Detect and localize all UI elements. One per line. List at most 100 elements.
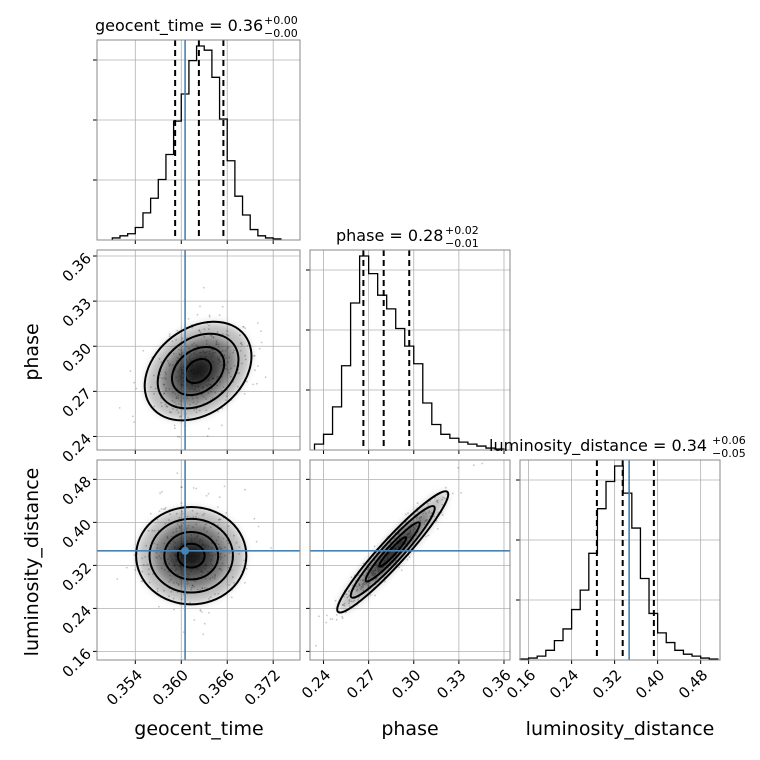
scatter-geocent-time-vs-phase-contour-3 bbox=[184, 358, 213, 385]
scatter-phase-vs-luminosity-distance-sample-point bbox=[408, 556, 411, 558]
scatter-geocent-time-vs-luminosity-distance-sample-point bbox=[207, 492, 210, 495]
scatter-geocent-time-vs-phase-sample-point bbox=[264, 376, 267, 379]
hist-luminosity-distance-xtick-label-1: 0.24 bbox=[546, 666, 582, 702]
scatter-phase-vs-luminosity-distance-sample-point bbox=[405, 513, 407, 516]
scatter-phase-vs-luminosity-distance-sample-point bbox=[326, 614, 328, 617]
xlabel-phase: phase bbox=[381, 718, 438, 740]
panel-geo-phase-ytick-label-3: 0.33 bbox=[59, 294, 95, 330]
hist-phase-frame bbox=[309, 249, 511, 451]
scatter-geocent-time-vs-luminosity-distance-sample-point bbox=[223, 485, 226, 488]
scatter-geocent-time-vs-luminosity-distance-sample-point bbox=[203, 622, 206, 625]
title-luminosity-distance-sub: −0.05 bbox=[712, 447, 746, 460]
scatter-geocent-time-vs-phase-sample-point bbox=[208, 316, 211, 318]
panel-phase-lum-xtick-label-0: 0.24 bbox=[298, 666, 334, 702]
scatter-phase-vs-luminosity-distance-sample-point bbox=[373, 545, 376, 548]
scatter-geocent-time-vs-luminosity-distance-sample-point bbox=[180, 502, 183, 504]
scatter-geocent-time-vs-phase-sample-point bbox=[129, 370, 132, 372]
scatter-geocent-time-vs-phase-sample-point bbox=[207, 427, 210, 430]
title-luminosity-distance: luminosity_distance = 0.34 +0.06 −0.05 bbox=[489, 434, 746, 460]
title-geocent-time-sub: −0.00 bbox=[264, 27, 298, 40]
scatter-geocent-time-vs-phase-sample-point bbox=[206, 435, 209, 437]
scatter-geocent-time-vs-luminosity-distance-sample-point bbox=[192, 487, 195, 489]
scatter-geocent-time-vs-luminosity-distance-sample-point bbox=[244, 488, 246, 491]
scatter-geocent-time-vs-phase-sample-point bbox=[220, 424, 223, 427]
scatter-geocent-time-vs-luminosity-distance-sample-point bbox=[116, 578, 119, 580]
scatter-geocent-time-vs-phase-sample-point bbox=[132, 415, 134, 418]
scatter-phase-vs-luminosity-distance-sample-point bbox=[335, 614, 338, 616]
panel-geo-lum-ytick-label-1: 0.24 bbox=[59, 602, 95, 638]
title-phase: phase = 0.28 +0.02 −0.01 bbox=[336, 224, 479, 250]
scatter-geocent-time-vs-phase-sample-point bbox=[253, 354, 256, 357]
scatter-geocent-time-vs-luminosity-distance-sample-point bbox=[158, 510, 161, 512]
scatter-phase-vs-luminosity-distance-contour-1 bbox=[349, 505, 436, 599]
scatter-phase-vs-luminosity-distance-sample-point bbox=[406, 558, 409, 561]
scatter-geocent-time-vs-luminosity-distance-sample-point bbox=[225, 512, 228, 514]
scatter-geocent-time-vs-phase-sample-point bbox=[258, 347, 261, 350]
scatter-geocent-time-vs-phase-sample-point bbox=[196, 313, 199, 316]
scatter-phase-vs-luminosity-distance-sample-point bbox=[329, 618, 332, 620]
scatter-geocent-time-vs-luminosity-distance-sample-point bbox=[193, 619, 196, 621]
scatter-geocent-time-vs-phase-contour-1 bbox=[156, 332, 240, 410]
scatter-phase-vs-luminosity-distance-sample-point bbox=[325, 621, 328, 624]
scatter-phase-vs-luminosity-distance-sample-point bbox=[481, 462, 484, 465]
scatter-phase-vs-luminosity-distance-sample-point bbox=[334, 599, 337, 602]
scatter-geocent-time-vs-luminosity-distance-contour-0 bbox=[135, 505, 248, 606]
scatter-geocent-time-vs-luminosity-distance-truth-point bbox=[181, 546, 190, 555]
scatter-geocent-time-vs-phase-sample-point bbox=[242, 325, 245, 328]
hist-geocent-time-frame bbox=[96, 39, 301, 241]
scatter-geocent-time-vs-luminosity-distance-sample-point bbox=[253, 517, 256, 520]
panel-geo-lum-ytick-label-2: 0.32 bbox=[59, 559, 95, 595]
scatter-phase-vs-luminosity-distance-sample-point bbox=[400, 569, 403, 572]
title-luminosity-distance-sup: +0.06 bbox=[712, 434, 746, 447]
hist-luminosity-distance-xtick-label-2: 0.32 bbox=[589, 666, 625, 702]
scatter-geocent-time-vs-luminosity-distance-sample-point bbox=[158, 605, 160, 608]
title-phase-sub: −0.01 bbox=[445, 237, 479, 250]
scatter-geocent-time-vs-phase-sample-point bbox=[221, 305, 224, 308]
scatter-phase-vs-luminosity-distance-sample-point bbox=[341, 617, 344, 620]
ylabel-luminosity-distance: luminosity_distance bbox=[21, 468, 43, 657]
scatter-geocent-time-vs-luminosity-distance-sample-point bbox=[173, 608, 175, 611]
scatter-geocent-time-vs-luminosity-distance-sample-point bbox=[205, 494, 208, 497]
scatter-geocent-time-vs-phase-sample-point bbox=[255, 382, 258, 385]
scatter-geocent-time-vs-phase-sample-point bbox=[133, 421, 135, 423]
scatter-phase-vs-luminosity-distance-contour-2 bbox=[364, 521, 421, 583]
scatter-geocent-time-vs-phase-sample-point bbox=[252, 383, 255, 386]
scatter-phase-vs-luminosity-distance-sample-point bbox=[427, 534, 430, 537]
scatter-geocent-time-vs-phase-sample-point bbox=[252, 355, 255, 357]
scatter-geocent-time-vs-luminosity-distance-sample-point bbox=[199, 610, 202, 612]
title-geocent-time: geocent_time = 0.36 +0.00 −0.00 bbox=[95, 14, 298, 40]
scatter-geocent-time-vs-phase-sample-point bbox=[178, 436, 181, 438]
scatter-phase-vs-luminosity-distance-sample-point bbox=[384, 580, 386, 583]
scatter-geocent-time-vs-luminosity-distance-sample-point bbox=[180, 486, 183, 489]
scatter-geocent-time-vs-luminosity-distance-sample-point bbox=[176, 472, 179, 474]
scatter-phase-vs-luminosity-distance-sample-point bbox=[341, 615, 344, 618]
scatter-geocent-time-vs-luminosity-distance-sample-point bbox=[162, 508, 165, 511]
xlabel-luminosity-distance: luminosity_distance bbox=[526, 718, 715, 740]
panel-phase-lum-xtick-label-3: 0.33 bbox=[433, 666, 469, 702]
scatter-geocent-time-vs-luminosity-distance-sample-point bbox=[195, 487, 198, 490]
scatter-geocent-time-vs-luminosity-distance-sample-point bbox=[244, 582, 246, 584]
panel-geo-lum-xtick-label-2: 0.366 bbox=[195, 666, 238, 709]
scatter-phase-vs-luminosity-distance-sample-point bbox=[451, 492, 454, 495]
scatter-geocent-time-vs-phase-sample-point bbox=[168, 333, 171, 335]
scatter-geocent-time-vs-phase-sample-point bbox=[142, 349, 145, 352]
panel-phase-lum-xtick-label-1: 0.27 bbox=[343, 666, 379, 702]
scatter-phase-vs-luminosity-distance-contour-0 bbox=[336, 490, 450, 614]
hist-luminosity-distance-xtick-label-0: 0.16 bbox=[503, 666, 539, 702]
scatter-phase-vs-luminosity-distance-sample-point bbox=[416, 502, 419, 505]
scatter-geocent-time-vs-luminosity-distance-group bbox=[97, 460, 300, 660]
scatter-phase-vs-luminosity-distance-sample-point bbox=[331, 618, 334, 620]
xlabel-geocent-time: geocent_time bbox=[134, 718, 263, 740]
scatter-geocent-time-vs-phase-sample-point bbox=[260, 330, 262, 332]
scatter-geocent-time-vs-luminosity-distance-sample-point bbox=[160, 508, 163, 510]
scatter-phase-vs-luminosity-distance-sample-point bbox=[398, 566, 400, 569]
scatter-geocent-time-vs-phase-contour-0 bbox=[143, 320, 253, 422]
scatter-geocent-time-vs-phase-sample-point bbox=[176, 329, 179, 332]
scatter-geocent-time-vs-phase-sample-point bbox=[243, 393, 246, 395]
panel-geo-lum-frame bbox=[96, 459, 301, 661]
scatter-geocent-time-vs-luminosity-distance-sample-point bbox=[182, 631, 185, 633]
scatter-phase-vs-luminosity-distance-sample-point bbox=[472, 464, 475, 467]
scatter-geocent-time-vs-luminosity-distance-sample-point bbox=[133, 554, 136, 556]
hist-luminosity-distance-xtick-label-3: 0.40 bbox=[632, 666, 668, 702]
scatter-geocent-time-vs-phase-sample-point bbox=[218, 314, 221, 317]
